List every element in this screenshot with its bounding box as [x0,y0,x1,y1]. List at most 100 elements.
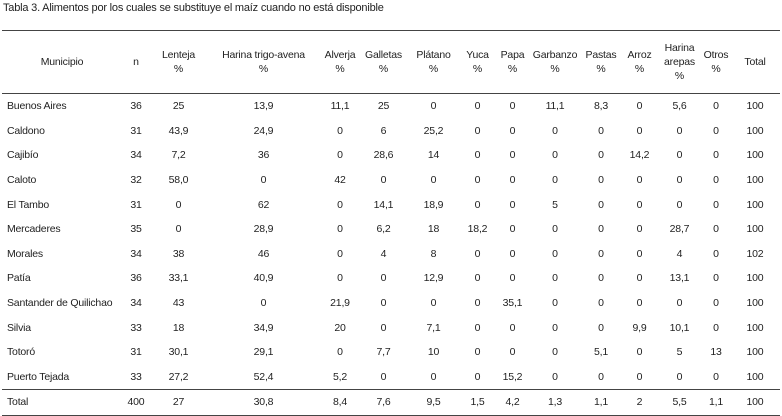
cell: 31 [130,346,142,359]
cell: 100 [746,198,764,211]
cell: 11,1 [545,100,565,113]
header-line: Municipio [40,56,84,68]
column-header: Papa% [495,30,530,94]
cell: 100 [746,321,764,334]
cell: 36 [257,149,270,162]
cell: 0 [676,174,683,187]
cell: 0 [552,247,558,260]
column-header: Plátano% [407,30,460,94]
table-row: Caloto 32 58,0 0 42 0 0 0 0 0 0 0 0 0 100 [2,168,780,193]
cell: 0 [713,198,719,211]
cell: 14 [427,149,440,162]
cell: 0 [175,223,182,236]
cell: 31 [130,198,142,211]
cell: 28,6 [373,149,394,162]
cell: 18,2 [467,223,488,236]
cell: 0 [713,370,719,383]
table-row: El Tambo 31 0 62 0 14,1 18,9 0 0 5 0 0 0 0 100 [2,192,780,217]
cell: 10 [427,346,440,359]
cell: 100 [746,174,764,187]
header-line: % [378,63,389,75]
cell: 0 [636,272,643,285]
cell: 0 [598,247,604,260]
column-header: n [122,30,150,94]
cell: 7,1 [426,321,441,334]
cell: 0 [430,174,437,187]
cell: 25 [172,100,185,113]
header-line: % [634,63,645,75]
table-row: Silvia 33 18 34,9 20 0 7,1 0 0 0 0 9,9 10,1 0 100 [2,315,780,340]
cell: 25 [377,100,390,113]
cell: 0 [676,297,683,310]
cell: 0 [337,198,343,211]
column-header: Pastas% [580,30,622,94]
cell: 62 [257,198,270,211]
cell: 0 [474,370,481,383]
cell: 0 [552,124,558,137]
row-label: Morales [7,247,43,260]
cell: 30,1 [168,346,189,359]
cell: 58,0 [168,174,189,187]
cell: 0 [430,370,437,383]
cell: 0 [676,370,683,383]
cell: 0 [713,247,719,260]
cell: 0 [636,370,643,383]
row-label: Patía [7,272,31,285]
cell: 13 [710,346,722,359]
header-line: % [711,63,721,75]
cell: 0 [598,149,604,162]
header-line: % [674,70,685,82]
row-label: Caloto [7,174,37,187]
cell: 0 [676,198,683,211]
header-line: Yuca [466,49,489,61]
column-header: Galletas% [360,30,407,94]
cell: 43 [172,297,185,310]
cell: 100 [746,370,764,383]
cell: 0 [175,198,182,211]
cell: 100 [746,297,764,310]
cell: 38 [172,247,185,260]
cell: 33 [130,321,142,334]
cell: 0 [713,297,719,310]
column-header: Harina trigo-avena% [207,30,320,94]
cell: 0 [676,149,683,162]
cell: 0 [509,321,516,334]
header-line: Plátano [416,49,451,61]
cell: 0 [380,297,387,310]
cell: 400 [122,389,150,416]
cell: 0 [636,100,643,113]
cell: 0 [598,198,604,211]
cell: 35,1 [502,297,523,310]
cell: 0 [260,297,267,310]
cell: 0 [552,149,558,162]
cell: 6,2 [376,223,391,236]
cell: 0 [474,124,481,137]
cell: 0 [598,223,604,236]
cell: 0 [380,321,387,334]
header-row: Municipio n Lenteja% Harina trigo-avena% Alv… [2,30,780,94]
cell: 15,2 [502,370,523,383]
cell: 0 [337,124,343,137]
cell: 5,6 [672,100,687,113]
cell: 0 [598,321,604,334]
header-line: Pastas [585,49,617,61]
cell: 1,1 [580,389,622,416]
cell: 0 [474,321,481,334]
table-row: Mercaderes 35 0 28,9 0 6,2 18 18,2 0 0 0 0 28,7 0 100 [2,217,780,242]
cell: 0 [598,297,604,310]
cell: 13,1 [669,272,690,285]
cell: 0 [552,297,558,310]
table-body: Buenos Aires 36 25 13,9 11,1 25 0 0 0 11,1 8,3 0 5,6… [2,94,780,416]
cell: 0 [430,100,437,113]
cell: 34 [130,149,142,162]
cell: 0 [474,247,481,260]
header-line: % [596,63,606,75]
header-line: % [507,63,518,75]
row-label: Mercaderes [7,223,61,236]
row-label: Buenos Aires [7,100,67,113]
cell: 27 [150,389,207,416]
cell: 18 [172,321,185,334]
row-label: Santander de Quilichao [7,297,113,310]
cell: 0 [337,149,343,162]
header-line: % [258,63,269,75]
